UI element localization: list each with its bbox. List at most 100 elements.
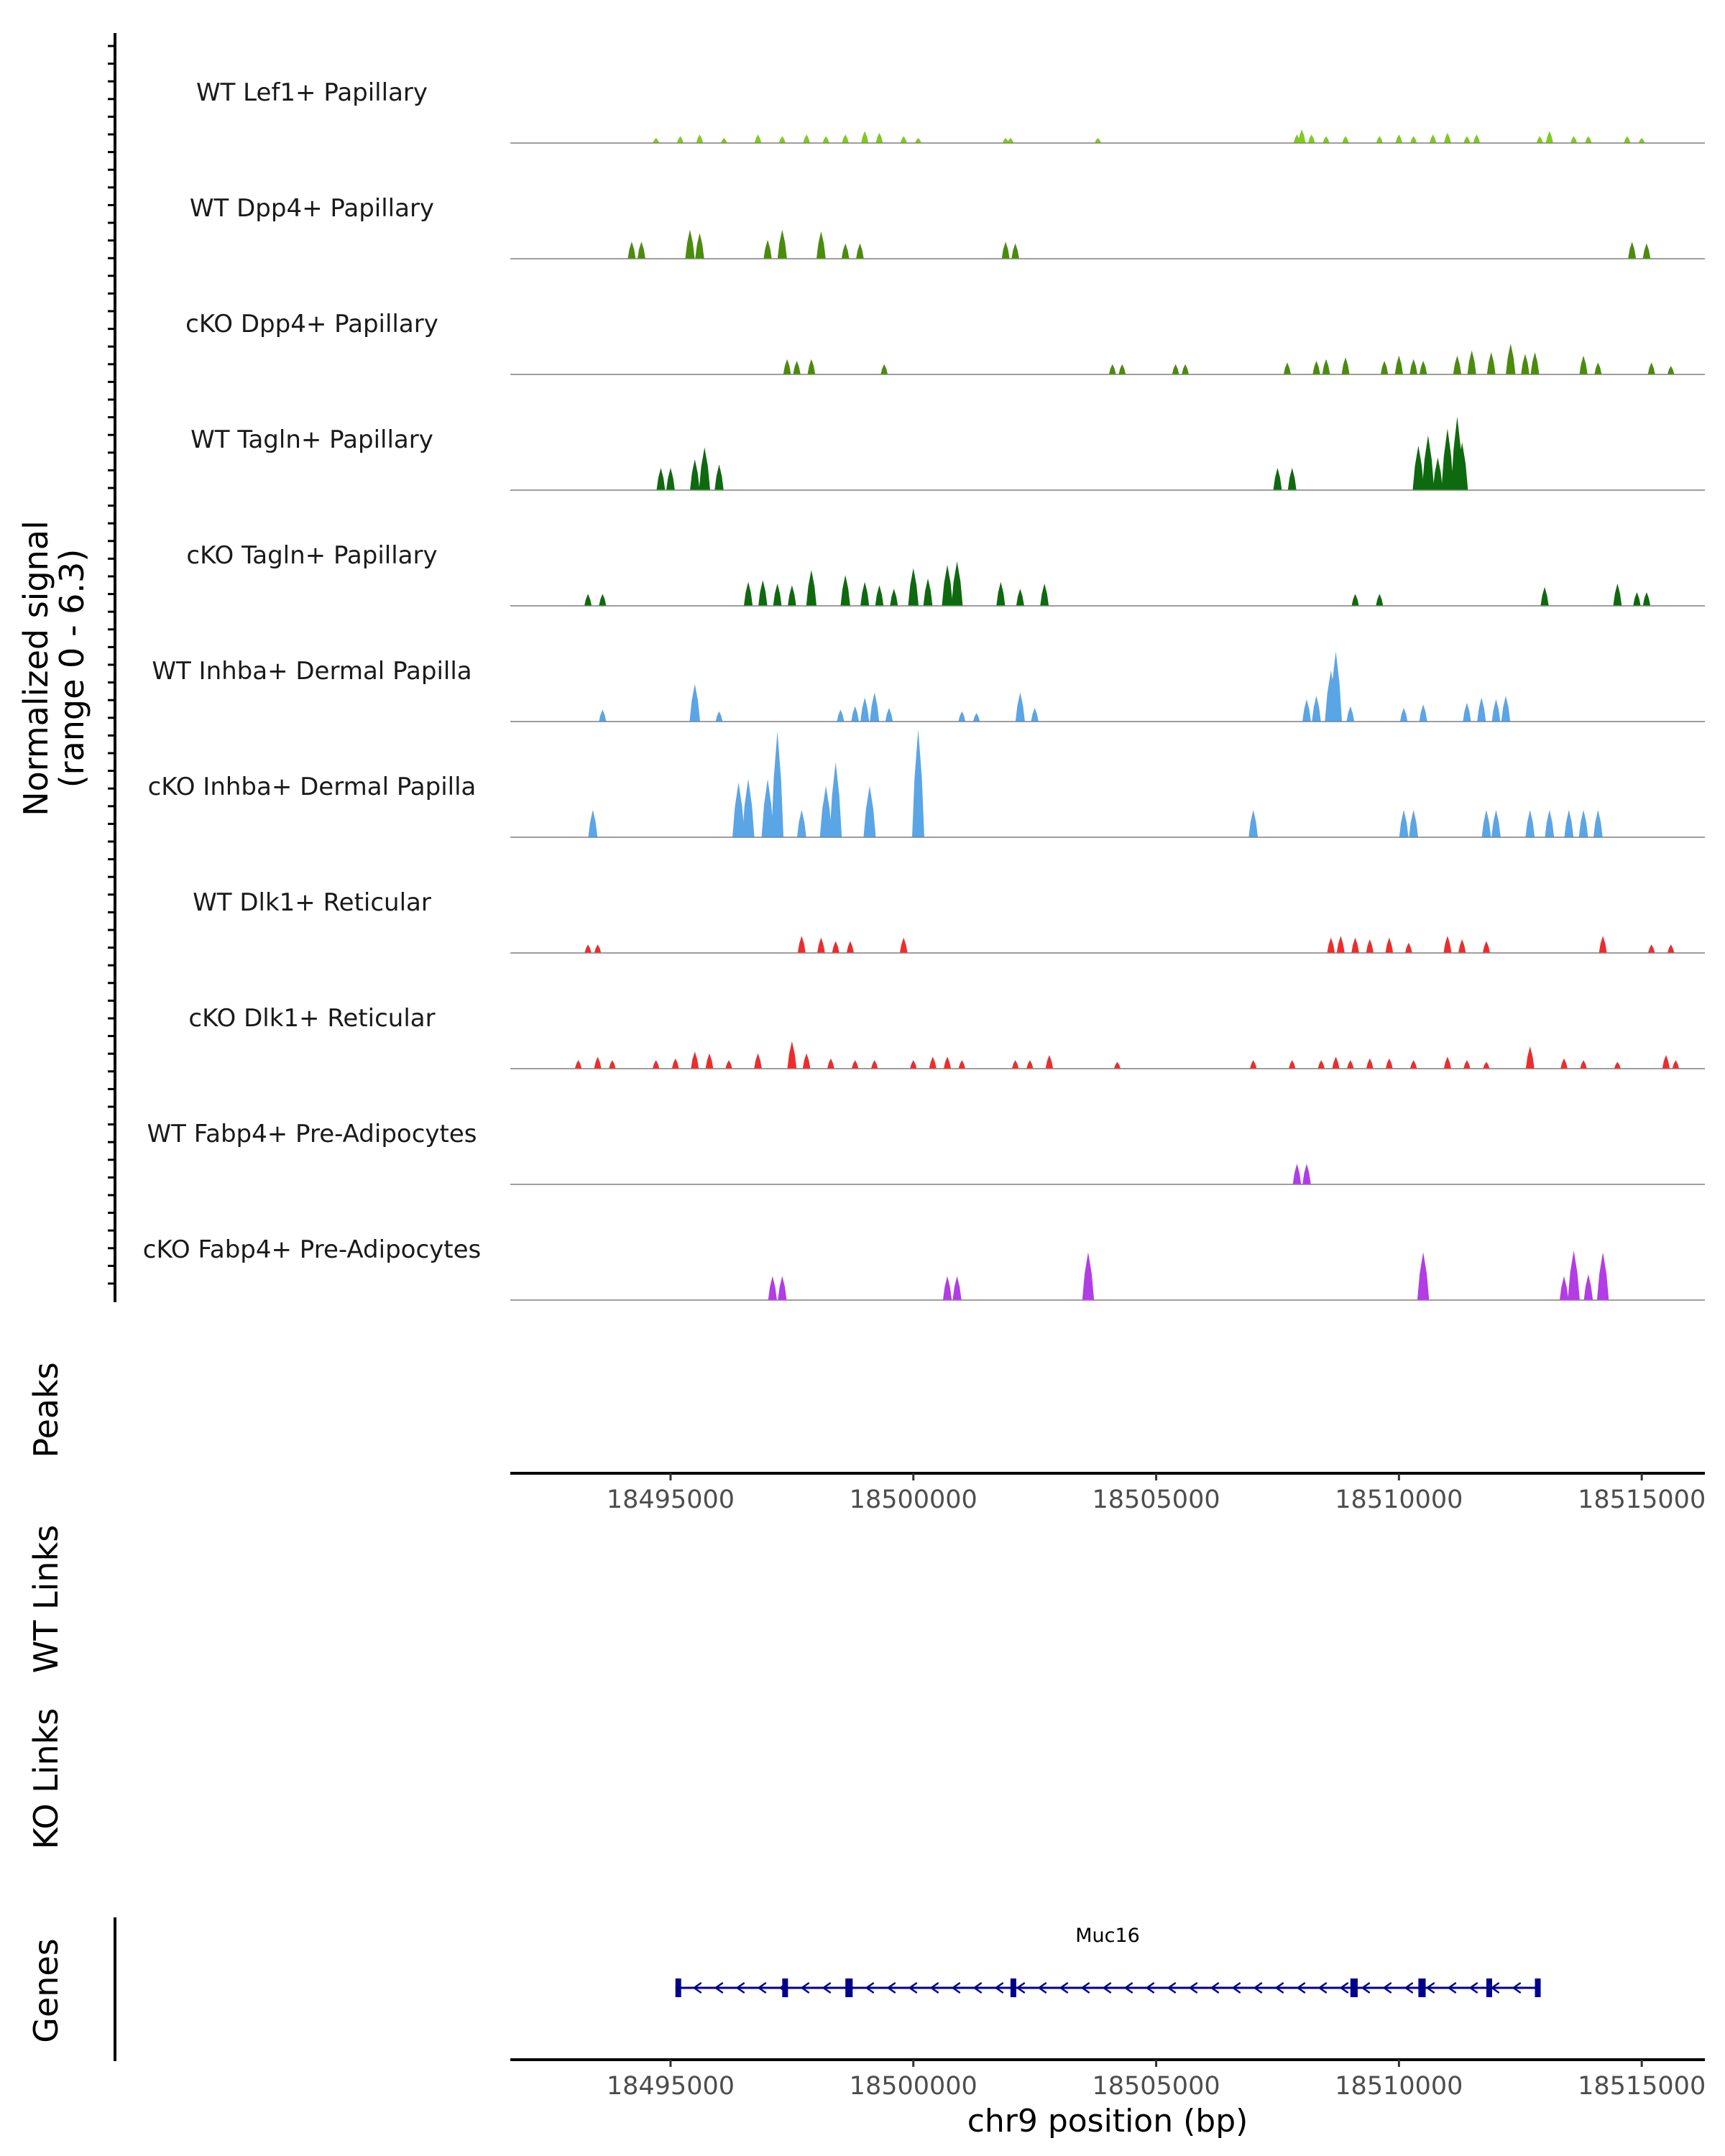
signal-peak [1545,131,1553,143]
signal-peak [1483,1061,1490,1069]
track-label: WT Fabp4+ Pre-Adipocytes [147,1120,477,1148]
x-tick-label: 18510000 [1335,2072,1463,2101]
signal-peak [1614,1061,1621,1069]
signal-peak [875,132,883,143]
signal-peak [1366,939,1374,953]
signal-peak [942,1276,952,1300]
signal-peak [915,137,921,143]
signal-peak [1540,586,1549,606]
signal-peak [1322,359,1330,374]
signal-peak [870,692,880,722]
gene-Muc16: Muc16 [675,1925,1541,1997]
signal-peak [1441,428,1454,490]
track-label: WT Tagln+ Papillary [190,425,433,454]
signal-peak [929,1056,937,1069]
strand-arrow [1274,1981,1284,1994]
signal-peak [588,809,598,837]
strand-arrow [865,1981,875,1994]
track-10: WT Fabp4+ Pre-Adipocytes [147,1120,1705,1185]
signal-peak [1410,136,1417,143]
gene-exon [1350,1978,1358,1997]
signal-peak [900,136,907,143]
signal-peak [1412,446,1425,490]
track-label: WT Dlk1+ Reticular [193,888,431,917]
signal-peak [1249,1060,1257,1069]
signal-peak [1642,243,1651,259]
strand-arrow [1059,1981,1069,1994]
signal-peak [1016,589,1024,606]
signal-peak [1011,243,1019,259]
signal-peak [1108,364,1116,374]
signal-peak [1443,936,1452,953]
signal-peak [958,711,966,722]
signal-peak [690,459,700,490]
signal-peak [822,136,829,143]
signal-peak [671,1058,679,1069]
signal-peak [1463,1060,1471,1069]
signal-peak [1491,699,1501,722]
x-tick-label: 18495000 [607,2072,735,2101]
signal-peak [1330,651,1343,722]
signal-peak [1351,937,1359,953]
strand-arrow [1102,1981,1112,1994]
signal-peak [1312,696,1321,722]
signal-peak [816,231,826,259]
signal-peak [860,581,870,606]
signal-peak [1302,1164,1311,1184]
x-tick-label: 18495000 [607,1485,735,1514]
signal-peak [1292,1164,1302,1184]
x-axis-bottom: 18495000 18500000 18505000 18510000 18515000 [607,2060,1706,2101]
signal-peak [1007,137,1014,143]
gene-exon [1486,1978,1492,1997]
signal-peak [1385,1058,1393,1069]
signal-peak [743,581,753,606]
strand-arrow [1037,1981,1047,1994]
signal-peak [1404,942,1412,953]
signal-peak [1409,1060,1417,1069]
strand-arrow [1231,1981,1241,1994]
signal-peak [1095,137,1101,143]
signal-peak [1570,136,1578,143]
signal-peak [952,1276,962,1300]
signal-peak [1298,129,1306,143]
signal-peak [1525,809,1535,837]
signal-peak [841,243,850,259]
signal-peak [1273,468,1282,490]
signal-peak [1596,1252,1609,1300]
signal-peak [594,944,602,953]
signal-peak [1467,350,1476,374]
coverage-tracks: WT Lef1+ Papillary WT Dpp4+ Papillary cKO … [143,78,1705,1301]
signal-peak [656,468,666,490]
strand-arrow [994,1981,1004,1994]
y-axis-range: (range 0 - 6.3) [52,549,91,788]
strand-arrow [822,1981,832,1994]
x-axis-top: 18495000 18500000 18505000 18510000 18515000 [607,1473,1706,1514]
signal-peak [609,1060,616,1069]
y-axis-title: Normalized signal [17,520,55,816]
signal-peak [923,578,933,606]
signal-peak [1506,344,1516,374]
signal-peak [837,709,845,722]
signal-peak [732,782,745,837]
signal-peak [797,936,806,953]
x-tick-label: 18515000 [1578,1485,1706,1514]
signal-peak [1302,699,1311,722]
strand-arrow [951,1981,961,1994]
track-4: WT Tagln+ Papillary [190,416,1705,491]
signal-peak [880,364,888,374]
signal-peak [1473,134,1481,143]
signal-peak [1011,1060,1019,1069]
signal-peak [1578,809,1588,837]
signal-peak [594,1056,602,1069]
track-label: WT Lef1+ Papillary [196,78,428,107]
signal-peak [584,594,592,606]
strand-arrow [1468,1981,1478,1994]
signal-peak [1002,137,1009,143]
signal-peak [763,239,772,259]
signal-peak [1394,355,1404,374]
signal-peak [1399,809,1409,837]
signal-peak [714,464,724,490]
strand-arrow [1339,1981,1349,1994]
signal-peak [1395,134,1403,143]
